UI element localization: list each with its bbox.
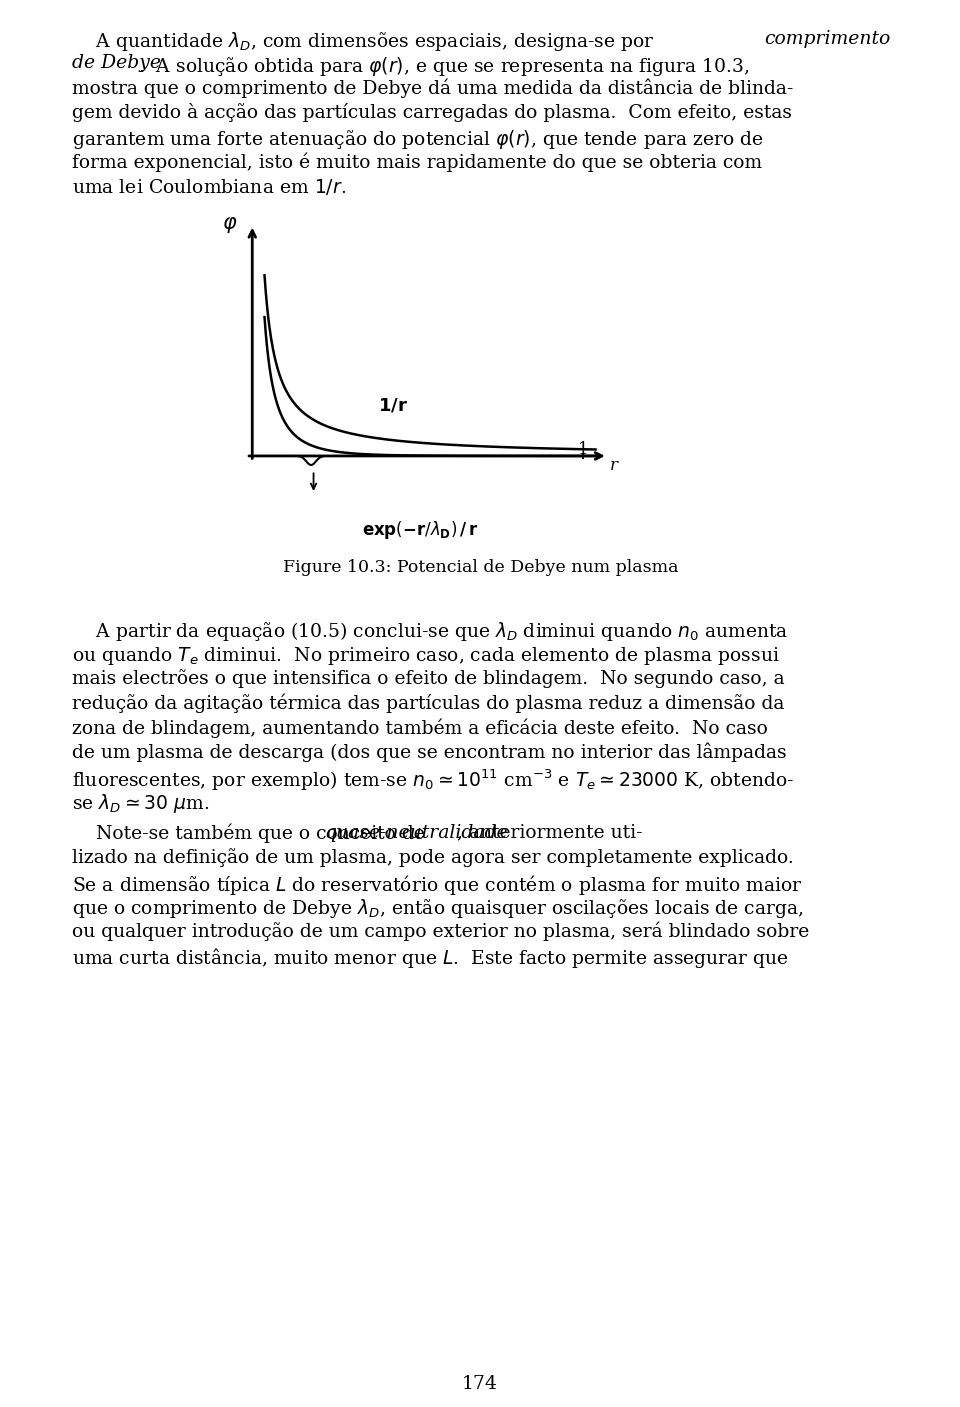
Text: gem devido à acção das partículas carregadas do plasma.  Com efeito, estas: gem devido à acção das partículas carreg… [72,104,792,122]
Text: uma curta distância, muito menor que $L$.  Este facto permite assegurar que: uma curta distância, muito menor que $L$… [72,946,789,971]
Text: quase-neutralidade: quase-neutralidade [324,823,508,841]
Text: comprimento: comprimento [764,30,890,48]
Text: A quantidade $\lambda_{D}$, com dimensões espaciais, designa-se por: A quantidade $\lambda_{D}$, com dimensõe… [72,30,655,53]
Text: .  A solução obtida para $\varphi(r)$, e que se representa na figura 10.3,: . A solução obtida para $\varphi(r)$, e … [138,55,750,77]
Text: 174: 174 [462,1375,498,1393]
Text: ou quando $T_e$ diminui.  No primeiro caso, cada elemento de plasma possui: ou quando $T_e$ diminui. No primeiro cas… [72,644,780,667]
Text: Note-se também que o conceito de: Note-se também que o conceito de [72,823,431,843]
Text: , anteriormente uti-: , anteriormente uti- [457,823,642,841]
Text: Se a dimensão típica $L$ do reservatório que contém o plasma for muito maior: Se a dimensão típica $L$ do reservatório… [72,872,803,896]
Text: ou qualquer introdução de um campo exterior no plasma, será blindado sobre: ou qualquer introdução de um campo exter… [72,922,809,941]
Text: A partir da equação (10.5) conclui-se que $\lambda_D$ diminui quando $n_0$ aumen: A partir da equação (10.5) conclui-se qu… [72,620,788,643]
Text: Figure 10.3: Potencial de Debye num plasma: Figure 10.3: Potencial de Debye num plas… [283,559,679,575]
Text: $\mathbf{1/r}$: $\mathbf{1/r}$ [378,397,408,414]
Text: 1: 1 [578,442,588,459]
Text: zona de blindagem, aumentando também a eficácia deste efeito.  No caso: zona de blindagem, aumentando também a e… [72,719,768,737]
Text: uma lei Coulombiana em $1/r$.: uma lei Coulombiana em $1/r$. [72,177,347,197]
Text: garantem uma forte atenuação do potencial $\varphi(r)$, que tende para zero de: garantem uma forte atenuação do potencia… [72,128,763,151]
Text: mostra que o comprimento de Debye dá uma medida da distância de blinda-: mostra que o comprimento de Debye dá uma… [72,79,793,98]
Text: se $\lambda_D \simeq 30\ \mu$m.: se $\lambda_D \simeq 30\ \mu$m. [72,792,209,815]
Text: que o comprimento de Debye $\lambda_D$, então quaisquer oscilações locais de car: que o comprimento de Debye $\lambda_D$, … [72,898,804,920]
Text: $\varphi$: $\varphi$ [223,215,238,235]
Text: mais electrões o que intensifica o efeito de blindagem.  No segundo caso, a: mais electrões o que intensifica o efeit… [72,670,784,688]
Text: fluorescentes, por exemplo) tem-se $n_0 \simeq 10^{11}$ cm$^{-3}$ e $T_e \simeq : fluorescentes, por exemplo) tem-se $n_0 … [72,767,795,794]
Text: lizado na definição de um plasma, pode agora ser completamente explicado.: lizado na definição de um plasma, pode a… [72,848,794,867]
Text: r: r [610,457,618,474]
Text: forma exponencial, isto é muito mais rapidamente do que se obteria com: forma exponencial, isto é muito mais rap… [72,152,762,172]
Text: de Debye: de Debye [72,55,161,73]
Text: $\mathbf{exp}(\mathbf{-r}/\lambda_{\mathbf{D}})\,\mathbf{/\,r}$: $\mathbf{exp}(\mathbf{-r}/\lambda_{\math… [362,519,478,542]
Text: redução da agitação térmica das partículas do plasma reduz a dimensão da: redução da agitação térmica das partícul… [72,694,784,713]
Text: de um plasma de descarga (dos que se encontram no interior das lâmpadas: de um plasma de descarga (dos que se enc… [72,743,786,763]
